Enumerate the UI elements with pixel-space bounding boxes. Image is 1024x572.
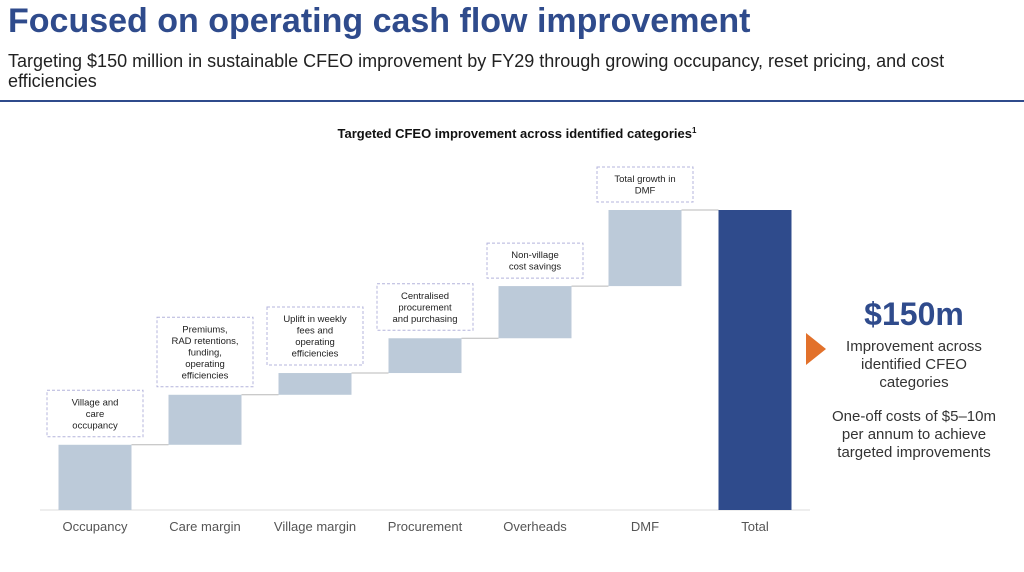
x-tick-label: DMF (631, 519, 659, 534)
x-tick-label: Care margin (169, 519, 241, 534)
callout-description: Improvement across identified CFEO categ… (846, 338, 982, 391)
annotation-text: Total growth in DMF (614, 174, 675, 197)
annotation-text: Centralised procurement and purchasing (393, 291, 458, 325)
x-tick-label: Total (741, 519, 769, 534)
bar-total (718, 210, 792, 510)
x-tick-label: Overheads (503, 519, 567, 534)
annotation-text: Non-village cost savings (509, 250, 562, 273)
bar-village-margin (278, 373, 352, 395)
title-divider (0, 100, 1024, 102)
annotation-text: Village and care occupancy (72, 397, 119, 431)
bar-overheads (498, 286, 572, 339)
annotation-box (486, 242, 584, 279)
chart-title-footnote: 1 (692, 126, 697, 135)
annotation-text: Premiums, RAD retentions, funding, operatin… (171, 324, 238, 381)
callout-arrow-icon (806, 333, 826, 365)
annotation-text: Uplift in weekly fees and operating efficie… (283, 314, 347, 360)
bar-occupancy (58, 444, 132, 510)
x-tick-label: Occupancy (62, 519, 128, 534)
annotation-box (46, 389, 144, 438)
x-tick-label: Village margin (274, 519, 356, 534)
x-tick-label: Procurement (388, 519, 463, 534)
annotation-box (376, 283, 474, 331)
annotation-box (596, 166, 694, 203)
page-title: Focused on operating cash flow improveme… (8, 2, 751, 40)
chart-title-text: Targeted CFEO improvement across identif… (338, 126, 692, 141)
bar-procurement (388, 338, 462, 374)
bar-care-margin (168, 394, 242, 445)
page-subtitle: Targeting $150 million in sustainable CF… (8, 51, 945, 91)
annotation-box (266, 306, 364, 366)
callout-value: $150m (864, 296, 964, 332)
callout-note: One-off costs of $5–10m per annum to ach… (832, 408, 996, 461)
chart-title: Targeted CFEO improvement across identif… (338, 126, 697, 141)
bar-dmf (608, 210, 682, 287)
annotation-box (156, 316, 254, 388)
